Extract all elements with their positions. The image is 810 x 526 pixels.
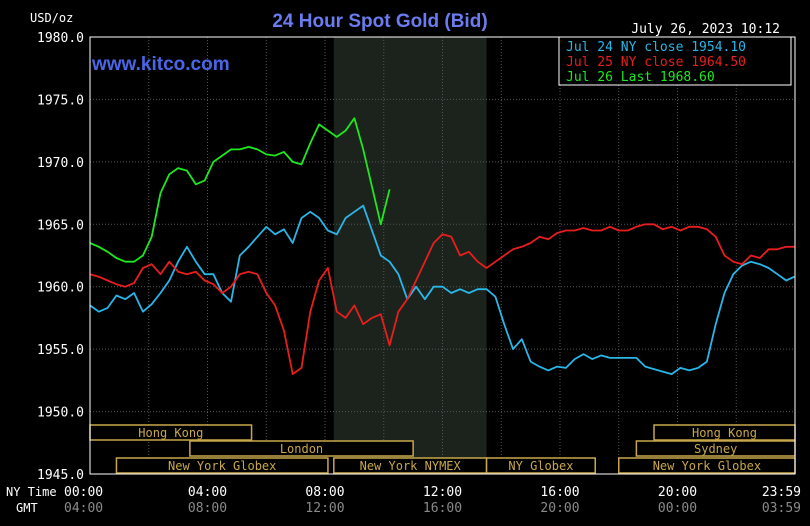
x-tick-label-gmt: 20:00 bbox=[540, 501, 579, 516]
x-tick-label-ny: 04:00 bbox=[188, 485, 227, 500]
y-tick-labels: 1980.0 1975.0 1970.0 1965.0 1960.0 1955.0 1950… bbox=[37, 31, 84, 483]
session-label: London bbox=[280, 442, 323, 456]
session-label: New York NYMEX bbox=[360, 459, 462, 473]
x-tick-label-gmt: 16:00 bbox=[423, 501, 462, 516]
gmt-row-label: GMT bbox=[16, 501, 38, 515]
session-bar-ny-globex bbox=[485, 457, 596, 474]
series-line-2 bbox=[89, 117, 391, 263]
plot-frame bbox=[89, 36, 796, 475]
nymex-session-highlight bbox=[333, 37, 487, 474]
session-label: NY Globex bbox=[508, 459, 573, 473]
x-tick-label-ny: 23:59 bbox=[762, 485, 801, 500]
y-axis-unit: USD/oz bbox=[30, 11, 73, 25]
x-tick-label-gmt: 12:00 bbox=[305, 501, 344, 516]
y-tick-label: 1980.0 bbox=[37, 31, 84, 46]
series-lines bbox=[89, 117, 795, 376]
timestamp: July 26, 2023 10:12 bbox=[631, 22, 780, 37]
series-line-1 bbox=[89, 223, 795, 376]
session-label: Hong Kong bbox=[138, 426, 203, 440]
session-label: Hong Kong bbox=[692, 426, 757, 440]
y-tick-label: 1950.0 bbox=[37, 406, 84, 421]
x-tick-label-ny: 16:00 bbox=[540, 485, 579, 500]
legend-box bbox=[558, 36, 792, 86]
y-tick-label: 1945.0 bbox=[37, 468, 84, 483]
y-tick-label: 1960.0 bbox=[37, 281, 84, 296]
y-tick-label: 1970.0 bbox=[37, 156, 84, 171]
watermark-url: www.kitco.com bbox=[91, 54, 230, 75]
y-tick-label: 1955.0 bbox=[37, 343, 84, 358]
legend-entry-jul24: Jul 24 NY close 1954.10 bbox=[566, 40, 746, 55]
x-tick-labels: 00:0004:0004:0008:0008:0012:0012:0016:00… bbox=[64, 485, 801, 516]
y-tick-label: 1975.0 bbox=[37, 93, 84, 108]
x-tick-label-ny: 20:00 bbox=[658, 485, 697, 500]
y-tick-label: 1965.0 bbox=[37, 218, 84, 233]
chart-title: 24 Hour Spot Gold (Bid) bbox=[272, 11, 487, 32]
session-label: New York Globex bbox=[168, 459, 276, 473]
x-tick-label-ny: 12:00 bbox=[423, 485, 462, 500]
series-line-0 bbox=[89, 204, 795, 376]
legend: Jul 24 NY close 1954.10 Jul 25 NY close … bbox=[558, 36, 792, 86]
x-tick-label-gmt: 08:00 bbox=[188, 501, 227, 516]
session-bar-london bbox=[189, 440, 414, 457]
x-tick-label-ny: 08:00 bbox=[305, 485, 344, 500]
session-bars: Hong Kong Hong Kong London Sydney New York G… bbox=[89, 424, 796, 474]
legend-entry-jul25: Jul 25 NY close 1964.50 bbox=[566, 55, 746, 70]
legend-entry-jul26: Jul 26 Last 1968.60 bbox=[566, 70, 715, 85]
session-bar-new-york-globex bbox=[115, 457, 329, 474]
x-tick-label-gmt: 00:00 bbox=[658, 501, 697, 516]
x-tick-label-gmt: 03:59 bbox=[762, 501, 801, 516]
ny-time-row-label: NY Time bbox=[6, 485, 57, 499]
session-label: New York Globex bbox=[653, 459, 761, 473]
session-label: Sydney bbox=[694, 442, 737, 456]
x-tick-label-gmt: 04:00 bbox=[64, 501, 103, 516]
x-tick-label-ny: 00:00 bbox=[64, 485, 103, 500]
